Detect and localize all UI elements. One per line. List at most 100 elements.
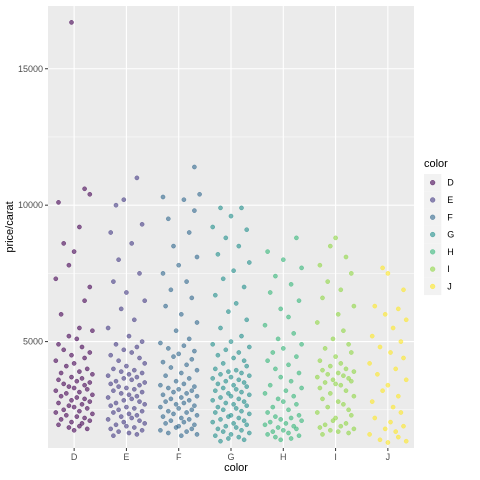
point-I <box>338 423 344 429</box>
point-H <box>270 404 276 410</box>
point-G <box>215 426 221 432</box>
point-G <box>241 380 247 385</box>
point-F <box>163 303 168 309</box>
point-D <box>66 403 72 409</box>
point-E <box>139 339 145 344</box>
point-G <box>244 363 249 369</box>
point-G <box>215 381 221 387</box>
point-G <box>244 403 249 409</box>
point-F <box>189 295 195 301</box>
legend-swatch <box>430 197 436 203</box>
point-E <box>111 433 116 439</box>
point-G <box>226 436 231 441</box>
point-D <box>84 366 90 372</box>
point-E <box>108 352 113 358</box>
point-I <box>335 429 341 434</box>
legend-title: color <box>424 158 448 170</box>
point-F <box>168 365 174 370</box>
point-D <box>58 311 64 317</box>
point-G <box>210 224 215 230</box>
point-E <box>121 376 127 381</box>
point-D <box>82 415 87 421</box>
point-G <box>241 284 247 290</box>
point-I <box>338 287 344 293</box>
point-E <box>105 373 111 379</box>
point-F <box>158 340 163 346</box>
point-D <box>90 411 95 417</box>
point-E <box>129 377 134 383</box>
point-I <box>314 410 320 415</box>
point-J <box>393 366 399 372</box>
point-D <box>58 393 64 399</box>
point-E <box>126 430 132 436</box>
point-D <box>61 241 67 246</box>
point-F <box>192 164 197 170</box>
point-D <box>66 384 72 389</box>
point-J <box>377 344 383 350</box>
point-H <box>294 354 299 359</box>
point-H <box>262 422 268 428</box>
point-F <box>192 403 197 409</box>
point-J <box>375 371 380 377</box>
point-I <box>317 358 323 364</box>
point-J <box>367 361 372 366</box>
point-D <box>74 395 80 400</box>
x-tick-label: J <box>386 452 391 462</box>
point-F <box>184 391 189 396</box>
point-F <box>192 208 197 213</box>
point-G <box>236 434 242 440</box>
point-F <box>192 422 197 428</box>
point-E <box>126 333 132 339</box>
point-G <box>228 393 234 399</box>
point-F <box>181 381 187 387</box>
point-D <box>77 408 82 414</box>
point-G <box>231 401 236 407</box>
point-D <box>71 249 77 254</box>
point-D <box>64 412 69 418</box>
point-E <box>111 366 116 372</box>
point-H <box>275 425 281 430</box>
point-G <box>236 377 242 383</box>
point-E <box>137 399 142 404</box>
point-H <box>286 314 291 320</box>
point-D <box>69 374 74 380</box>
point-E <box>134 412 140 418</box>
point-F <box>171 411 176 417</box>
point-H <box>262 322 268 328</box>
point-D <box>77 423 82 429</box>
point-E <box>126 411 132 417</box>
point-I <box>325 279 331 284</box>
y-tick-label: 10000 <box>18 200 43 210</box>
point-E <box>129 415 134 421</box>
point-I <box>338 382 344 388</box>
point-G <box>223 235 229 241</box>
point-H <box>283 421 289 426</box>
point-E <box>118 391 124 396</box>
point-G <box>244 422 249 428</box>
point-I <box>335 311 341 317</box>
point-I <box>341 328 346 334</box>
point-D <box>61 347 67 353</box>
point-D <box>90 328 95 334</box>
point-D <box>69 419 74 425</box>
point-H <box>283 388 289 394</box>
point-E <box>116 429 121 434</box>
point-J <box>372 303 378 309</box>
point-H <box>288 415 294 421</box>
legend-swatch <box>430 266 436 272</box>
point-E <box>118 369 124 374</box>
point-F <box>176 262 181 268</box>
point-D <box>61 407 67 413</box>
point-I <box>348 350 354 355</box>
point-H <box>299 341 304 347</box>
point-G <box>244 317 249 323</box>
point-F <box>165 385 171 391</box>
point-J <box>388 419 393 425</box>
point-I <box>320 432 325 437</box>
point-H <box>291 423 297 429</box>
point-E <box>134 344 140 350</box>
point-J <box>401 423 406 429</box>
point-D <box>87 350 93 355</box>
point-G <box>215 251 221 257</box>
point-F <box>184 279 189 284</box>
